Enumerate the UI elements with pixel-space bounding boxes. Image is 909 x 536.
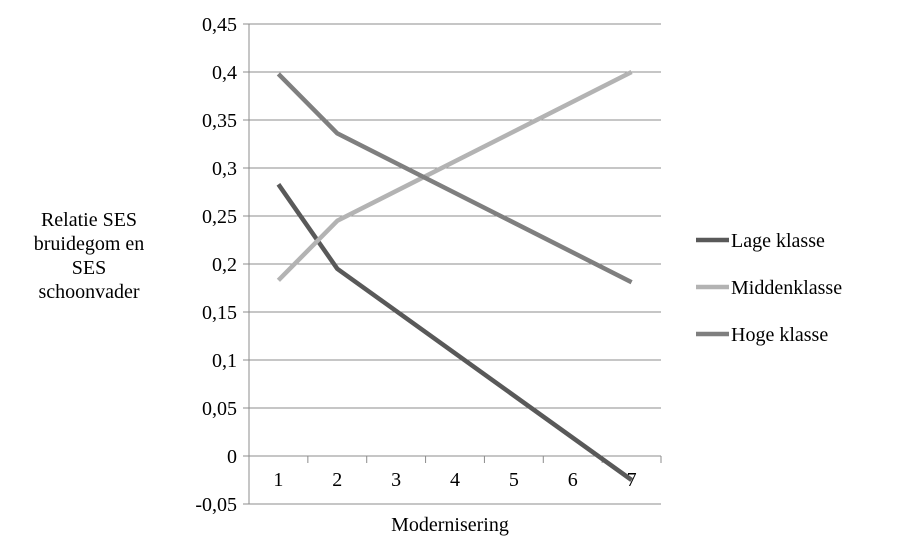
x-tick-label: 2	[332, 469, 342, 491]
y-tick-label: 0,4	[212, 62, 237, 84]
data-series	[276, 69, 633, 482]
legend: Lage klasse Middenklasse Hoge klasse	[696, 230, 842, 346]
y-axis-label-line: bruidegom en	[33, 233, 145, 255]
series-line	[276, 72, 633, 285]
x-tick-label: 5	[509, 469, 519, 491]
y-tick-label: 0,2	[212, 254, 237, 276]
y-axis-ticks: -0,05 0 0,05 0,1 0,15 0,2 0,25 0,3 0,35 0,4 0,45	[195, 14, 237, 516]
legend-label: Middenklasse	[731, 277, 842, 299]
x-tick-label: 1	[273, 469, 283, 491]
y-axis-label-line: SES	[71, 257, 107, 279]
y-tick-label: 0,3	[212, 158, 237, 180]
axes	[248, 24, 662, 504]
legend-label: Lage klasse	[731, 230, 825, 252]
x-axis-label: Modernisering	[391, 514, 509, 536]
y-tick-label: 0	[227, 446, 237, 468]
x-tick-label: 4	[450, 469, 460, 491]
y-tick-label: 0,25	[202, 206, 237, 228]
y-axis-label-line: Relatie SES	[40, 209, 138, 231]
y-tick-label: 0,35	[202, 110, 237, 132]
y-tick-label: 0,15	[202, 302, 237, 324]
series-line	[276, 69, 633, 282]
y-axis-label: Relatie SES bruidegom en SES schoonvader	[0, 208, 178, 304]
series-line	[276, 183, 633, 482]
y-tick-label: 0,05	[202, 398, 237, 420]
y-tick-label: 0,1	[212, 350, 237, 372]
y-axis-label-line: schoonvader	[38, 281, 140, 303]
legend-label: Hoge klasse	[731, 324, 828, 346]
y-tick-label: -0,05	[195, 494, 237, 516]
x-tick-label: 3	[391, 469, 401, 491]
x-tick-label: 6	[568, 469, 578, 491]
y-tick-label: 0,45	[202, 14, 237, 36]
